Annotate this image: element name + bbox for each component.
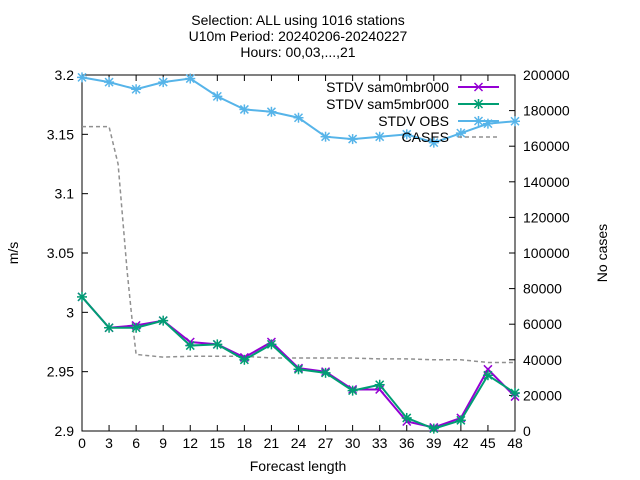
data-point	[482, 370, 493, 381]
y-tick-label: 3.05	[47, 245, 74, 261]
legend-item: STDV sam0mbr000	[326, 79, 499, 95]
x-tick-label: 27	[318, 435, 334, 451]
x-tick-label: 21	[264, 435, 280, 451]
x-tick-label: 18	[237, 435, 253, 451]
series-line-stdv-sam5mbr000	[81, 296, 516, 430]
data-point	[374, 379, 385, 390]
title-line-3: Hours: 00,03,...,21	[240, 44, 355, 60]
legend-label: STDV sam0mbr000	[326, 79, 449, 95]
chart-title: Selection: ALL using 1016 stations U10m …	[189, 12, 408, 60]
data-point	[104, 77, 115, 88]
data-point	[293, 364, 304, 375]
y2-axis: 0 20000 40000 60000 80000 100000 120000 140000 1…	[509, 67, 570, 439]
data-point	[320, 367, 331, 378]
title-line-1: Selection: ALL using 1016 stations	[191, 12, 405, 28]
x-tick-label: 33	[372, 435, 388, 451]
y2-tick-label: 180000	[523, 103, 570, 119]
y-tick-label: 2.95	[47, 364, 74, 380]
data-point	[77, 291, 87, 302]
data-point	[473, 116, 484, 126]
data-point	[212, 339, 223, 350]
title-line-2: U10m Period: 20240206-20240227	[189, 28, 408, 44]
data-point	[455, 128, 466, 139]
data-point	[77, 72, 87, 83]
data-point	[510, 388, 520, 399]
data-point	[428, 137, 439, 148]
x-tick-label: 45	[480, 435, 496, 451]
data-point	[239, 354, 250, 365]
data-point	[347, 385, 358, 396]
legend-label: STDV sam5mbr000	[326, 96, 449, 112]
y2-tick-label: 40000	[523, 352, 562, 368]
x-tick-label: 30	[345, 435, 361, 451]
y2-tick-label: 120000	[523, 209, 570, 225]
x-tick-label: 15	[210, 435, 226, 451]
data-point	[320, 131, 331, 142]
y-axis: 2.9 2.95 3 3.05 3.1 3.15 3.2	[47, 67, 88, 439]
y-tick-label: 2.9	[55, 423, 75, 439]
legend-label: CASES	[402, 129, 449, 145]
x-tick-label: 39	[426, 435, 442, 451]
series-line-stdv-obs	[81, 76, 516, 144]
x-tick-label: 6	[132, 435, 140, 451]
legend-item: STDV OBS	[378, 113, 499, 129]
legend-item: CASES	[402, 129, 499, 145]
data-point	[185, 340, 196, 351]
data-point	[374, 131, 385, 142]
y-tick-label: 3.2	[55, 67, 75, 83]
y2-axis-label: No cases	[594, 224, 610, 282]
data-point	[401, 412, 412, 423]
x-tick-label: 48	[507, 435, 523, 451]
x-tick-label: 12	[182, 435, 198, 451]
plot-frame	[81, 74, 516, 432]
y2-tick-label: 160000	[523, 138, 570, 154]
series-line-cases	[82, 125, 515, 364]
y2-tick-label: 20000	[523, 387, 562, 403]
series-line-stdv-sam0mbr000	[81, 296, 516, 429]
data-point	[266, 339, 277, 350]
y-tick-label: 3.1	[55, 186, 75, 202]
y2-tick-label: 80000	[523, 281, 562, 297]
data-point	[266, 106, 277, 117]
y2-tick-label: 60000	[523, 316, 562, 332]
x-axis-label: Forecast length	[250, 458, 347, 474]
x-tick-label: 42	[453, 435, 469, 451]
data-point	[104, 322, 115, 333]
data-point	[473, 82, 484, 92]
data-point	[158, 77, 169, 88]
x-tick-label: 24	[291, 435, 307, 451]
y-tick-label: 3	[66, 304, 74, 320]
data-point	[510, 116, 520, 127]
y2-tick-label: 0	[523, 423, 531, 439]
data-point	[293, 112, 304, 123]
x-axis: 0 3 6 9 12 15 18 21 24 27 30 33 36 39 42 45 48	[78, 75, 523, 451]
data-point	[347, 134, 358, 145]
series-layer	[77, 72, 520, 434]
x-tick-label: 9	[159, 435, 167, 451]
y2-tick-label: 100000	[523, 245, 570, 261]
y2-tick-label: 140000	[523, 174, 570, 190]
data-point	[239, 104, 250, 115]
legend-label: STDV OBS	[378, 113, 449, 129]
data-point	[131, 322, 142, 333]
x-tick-label: 0	[78, 435, 86, 451]
data-point	[158, 315, 169, 326]
x-tick-label: 36	[399, 435, 415, 451]
data-point	[455, 415, 466, 426]
data-point	[131, 84, 142, 95]
x-tick-label: 3	[105, 435, 113, 451]
legend-item: STDV sam5mbr000	[326, 96, 499, 112]
data-point	[185, 73, 196, 84]
data-point	[401, 129, 412, 140]
y-axis-label: m/s	[5, 242, 21, 265]
data-point	[473, 99, 484, 109]
data-point	[212, 91, 223, 102]
data-point	[428, 423, 439, 434]
y-tick-label: 3.15	[47, 126, 74, 142]
y2-tick-label: 200000	[523, 67, 570, 83]
